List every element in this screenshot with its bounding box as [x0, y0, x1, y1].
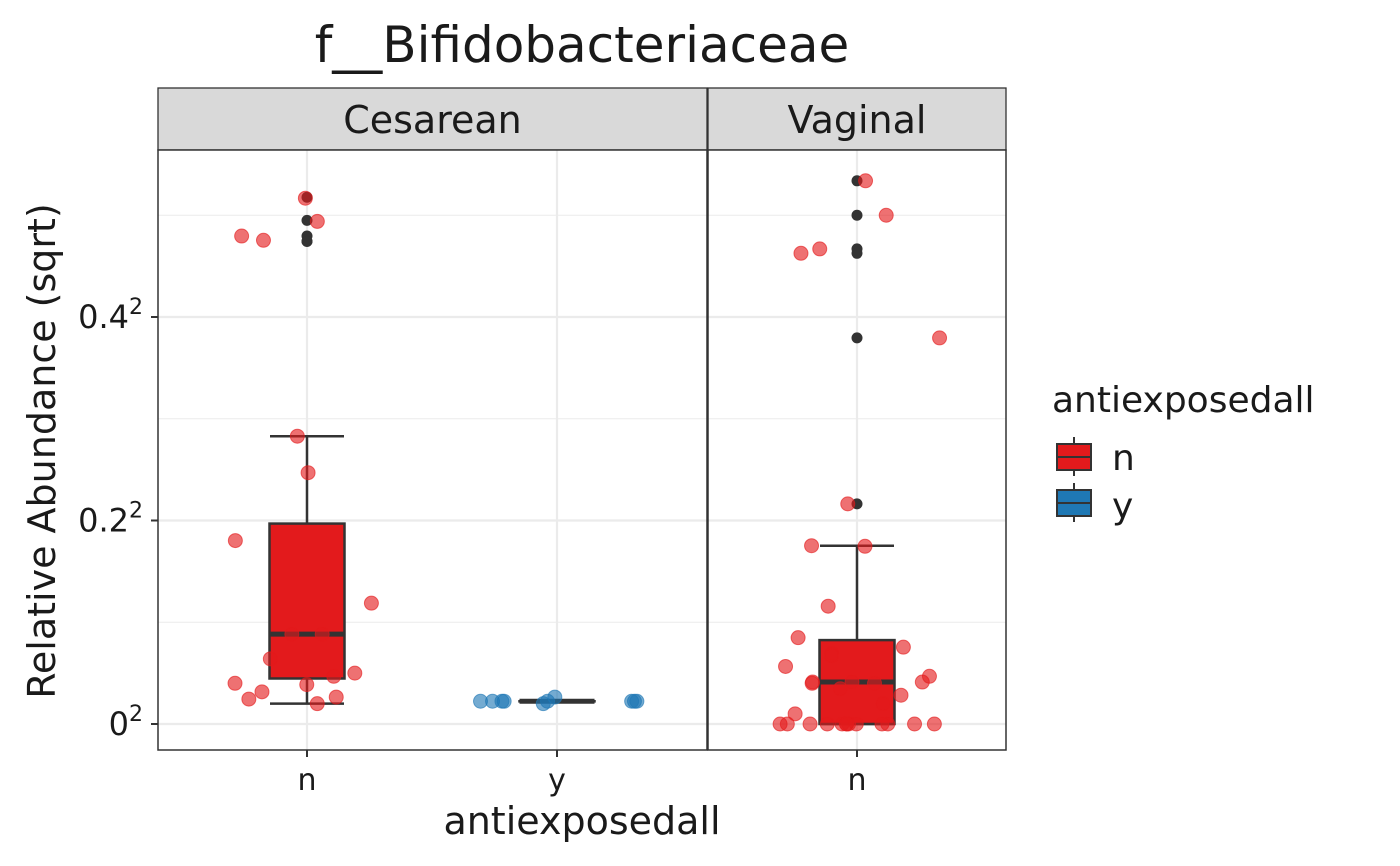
data-point [299, 677, 315, 693]
outlier-point [301, 214, 313, 226]
data-point [802, 716, 818, 732]
legend: antiexposedall n y [1052, 380, 1315, 527]
y-axis-title: Relative Abundance (sqrt) [20, 203, 64, 699]
data-point [328, 689, 344, 705]
data-point [241, 691, 257, 707]
data-point [878, 207, 894, 223]
data-point [309, 696, 325, 712]
data-point [926, 716, 942, 732]
data-point [255, 232, 271, 248]
data-point [297, 190, 313, 206]
y-tick-label: 0.22 [78, 499, 143, 540]
y-tick-label: 0.42 [78, 295, 143, 336]
data-point [326, 668, 342, 684]
data-point [234, 228, 250, 244]
data-point [812, 241, 828, 257]
data-point [875, 696, 891, 712]
box-n [268, 191, 346, 705]
y-axis: 020.220.42 [78, 295, 158, 743]
x-tick-label: n [297, 763, 316, 798]
data-point [227, 533, 243, 549]
data-point [844, 674, 860, 690]
data-point [832, 681, 848, 697]
data-point [820, 598, 836, 614]
y-tick-base: 0.2 [78, 502, 129, 540]
facet-panel-vaginal [707, 149, 1007, 751]
data-point [496, 693, 512, 709]
y-tick-exponent: 2 [129, 295, 143, 320]
x-axis-title: antiexposedall [443, 799, 720, 843]
data-point [840, 496, 856, 512]
facet-strip-cesarean [157, 87, 708, 151]
facet-label-cesarean: Cesarean [343, 98, 522, 142]
facet-strip-vaginal [707, 87, 1007, 151]
data-point [300, 465, 316, 481]
data-point [839, 716, 855, 732]
data-point [804, 538, 820, 554]
box-body [268, 522, 346, 680]
data-point [314, 626, 330, 642]
chart-title: f__Bifidobacteriaceae [315, 16, 850, 74]
data-point [284, 626, 300, 642]
data-point [858, 173, 874, 189]
facet-strips: Cesarean Vaginal [157, 87, 1007, 151]
legend-label-y: y [1112, 486, 1133, 527]
facet-panel-cesarean [157, 149, 708, 751]
data-point [867, 675, 883, 691]
panel-content [708, 150, 1006, 750]
outlier-point [301, 235, 313, 247]
legend-entry-y: y [1056, 483, 1133, 527]
data-point [895, 639, 911, 655]
data-point [790, 630, 806, 646]
data-point [254, 684, 270, 700]
data-point [309, 213, 325, 229]
data-point [893, 687, 909, 703]
data-point [772, 716, 788, 732]
x-tick-label: y [548, 763, 566, 798]
data-point [793, 245, 809, 261]
panel-content [158, 150, 707, 750]
data-point [874, 716, 890, 732]
data-point [932, 330, 948, 346]
data-point [626, 693, 642, 709]
data-point [289, 428, 305, 444]
data-point [824, 648, 840, 664]
data-point [262, 651, 278, 667]
outlier-point [851, 209, 863, 221]
y-tick-base: 0.4 [78, 298, 129, 336]
data-point [227, 675, 243, 691]
y-tick-label: 02 [109, 702, 143, 743]
outlier-point [851, 247, 863, 259]
y-tick-exponent: 2 [129, 499, 143, 524]
data-point [535, 696, 551, 712]
panel-background [158, 150, 707, 750]
data-point [819, 716, 835, 732]
data-point [804, 675, 820, 691]
data-point [907, 716, 923, 732]
data-point [347, 665, 363, 681]
data-point [914, 674, 930, 690]
data-point [857, 538, 873, 554]
plot-panels [157, 149, 1007, 751]
facet-label-vaginal: Vaginal [788, 98, 927, 142]
outlier-point [851, 332, 863, 344]
y-tick-base: 0 [109, 705, 129, 743]
panel-border [157, 149, 708, 751]
data-point [778, 658, 794, 674]
y-tick-exponent: 2 [129, 702, 143, 727]
legend-entry-n: n [1056, 437, 1135, 479]
legend-label-n: n [1112, 438, 1135, 479]
data-point [787, 706, 803, 722]
legend-title: antiexposedall [1052, 380, 1315, 421]
data-point [363, 595, 379, 611]
x-tick-label: n [847, 763, 866, 798]
